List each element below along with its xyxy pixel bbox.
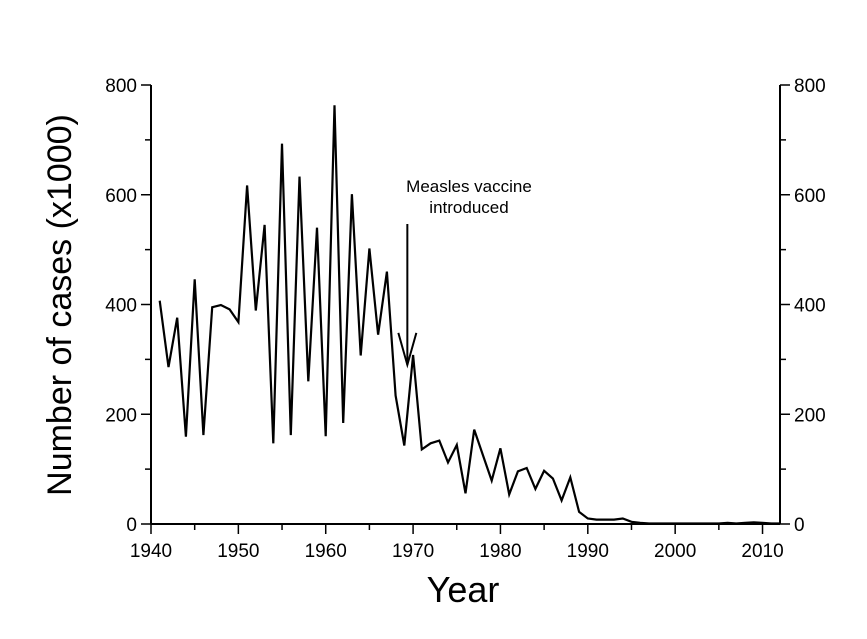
y-tick-label-right: 0	[794, 515, 805, 536]
x-axis-title: Year	[427, 569, 500, 610]
x-tick-label: 1980	[479, 541, 521, 562]
y-tick-label-left: 400	[105, 296, 137, 317]
x-tick-label: 1960	[305, 541, 347, 562]
annotation-text-line: Measles vaccine	[406, 177, 532, 196]
annotation-arrow-head	[397, 332, 418, 369]
chart-tick-labels: 0 0 200 200 400 400 600 600 800 800 1940 1950 1960 19…	[105, 76, 825, 562]
y-tick-label-right: 200	[794, 405, 826, 426]
y-tick-label-right: 800	[794, 76, 826, 97]
chart-annotation: Measles vaccine introduced	[397, 177, 532, 369]
y-tick-label-left: 800	[105, 76, 137, 97]
y-tick-label-left: 200	[105, 405, 137, 426]
series-line-0	[158, 105, 780, 525]
x-tick-label: 1940	[130, 541, 172, 562]
y-tick-label-right: 600	[794, 186, 826, 207]
x-tick-label: 1970	[392, 541, 434, 562]
chart-axes	[150, 85, 781, 525]
y-tick-label-left: 0	[126, 515, 137, 536]
y-axis-title: Number of cases (x1000)	[41, 114, 79, 496]
x-tick-label: 2000	[654, 541, 696, 562]
x-tick-label: 2010	[741, 541, 783, 562]
x-tick-label: 1990	[567, 541, 609, 562]
annotation-text-line: introduced	[429, 198, 508, 217]
chart-ticks	[141, 84, 790, 534]
y-tick-label-right: 400	[794, 296, 826, 317]
chart-series	[158, 105, 780, 525]
y-tick-label-left: 600	[105, 186, 137, 207]
x-tick-label: 1950	[217, 541, 259, 562]
